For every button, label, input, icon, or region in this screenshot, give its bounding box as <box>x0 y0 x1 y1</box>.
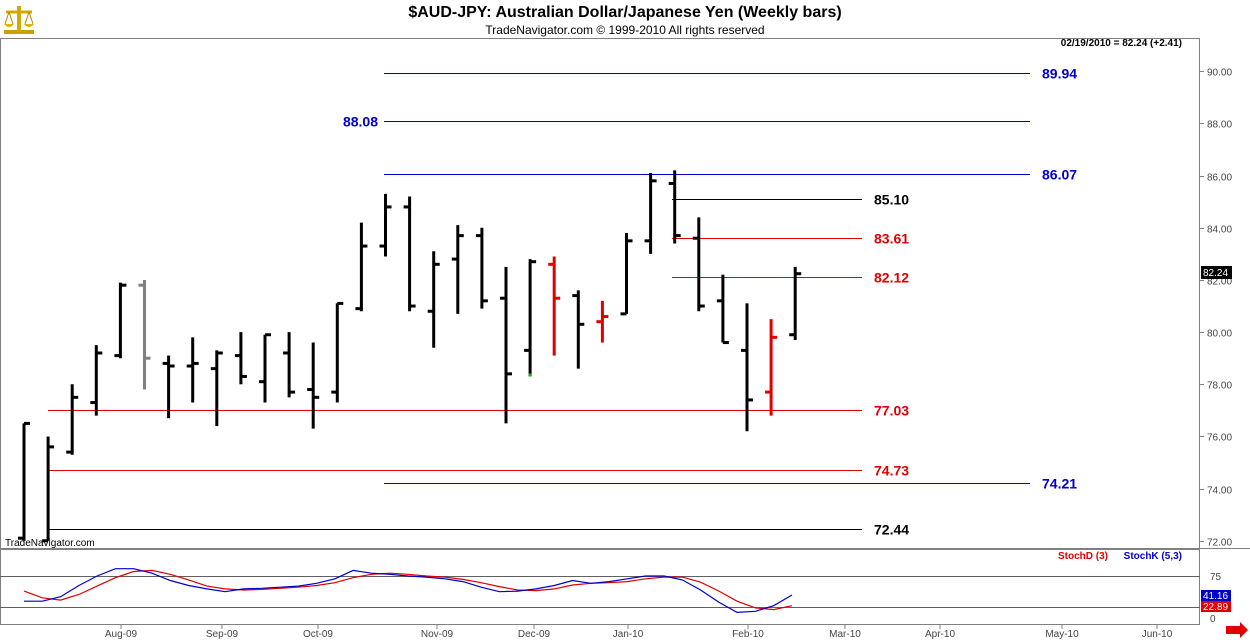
copyright-text: TradeNavigator.com © 1999-2010 All right… <box>485 23 764 37</box>
ohlc-bar <box>379 193 392 257</box>
price-panel-frame <box>0 38 1200 549</box>
y-tick-label: 72.00 <box>1207 538 1232 549</box>
ohlc-bar <box>90 345 103 416</box>
y-tick-label: 82.00 <box>1207 277 1232 288</box>
y-tick-label: 78.00 <box>1207 381 1232 392</box>
x-tick-label: Feb-10 <box>732 629 764 640</box>
ohlc-bar <box>789 266 802 340</box>
ohlc-bar <box>18 421 30 541</box>
ohlc-bars <box>18 170 802 543</box>
ohlc-bar <box>572 290 585 369</box>
ohlc-bar <box>283 332 296 398</box>
ohlc-bar <box>331 301 344 403</box>
ohlc-bar <box>596 300 609 343</box>
y-tick-label: 80.00 <box>1207 329 1232 340</box>
x-tick-label: Apr-10 <box>925 629 955 640</box>
stochK-value: 41.16 <box>1203 591 1228 602</box>
level-label-89-94: 89.94 <box>1042 66 1077 82</box>
ohlc-bar <box>716 274 729 345</box>
ohlc-bar <box>765 319 778 416</box>
stochK-legend: StochK (5,3) <box>1124 551 1182 562</box>
level-label-86-07: 86.07 <box>1042 167 1077 183</box>
ohlc-bar <box>475 227 488 309</box>
stochD-line <box>23 569 793 611</box>
level-label-82-12: 82.12 <box>874 270 909 286</box>
stochK-line <box>24 568 793 614</box>
ohlc-bar <box>741 303 753 432</box>
ohlc-bar <box>451 225 464 314</box>
level-label-88-08: 88.08 <box>343 114 378 130</box>
ohlc-bar <box>234 332 247 385</box>
ohlc-bar <box>427 251 440 348</box>
y-tick-label: 90.00 <box>1207 68 1232 79</box>
ohlc-bar <box>42 436 55 543</box>
level-label-74-73: 74.73 <box>874 463 909 479</box>
x-tick-label: Aug-09 <box>105 629 138 640</box>
stoch-tick-label: 75 <box>1210 572 1222 583</box>
scales-logo-icon <box>4 6 34 34</box>
last-value-label: 82.24 <box>1203 268 1228 279</box>
ohlc-bar <box>307 342 320 429</box>
chart-title: $AUD-JPY: Australian Dollar/Japanese Yen… <box>408 4 841 21</box>
ohlc-bar <box>620 233 633 316</box>
y-tick-label: 88.00 <box>1207 120 1232 131</box>
y-tick-label: 74.00 <box>1207 486 1232 497</box>
x-tick-label: Sep-09 <box>206 629 239 640</box>
x-tick-label: Mar-10 <box>829 629 861 640</box>
stochD-legend: StochD (3) <box>1058 551 1108 562</box>
ohlc-bar <box>162 355 175 419</box>
stoch-tick-label: 0 <box>1210 614 1216 625</box>
x-tick-label: Jun-10 <box>1142 629 1173 640</box>
ohlc-bar <box>138 279 151 390</box>
price-axis: 72.00 74.00 76.00 78.00 80.00 82.00 84.00 86.00… <box>1200 68 1232 549</box>
ohlc-bar <box>500 266 512 424</box>
ohlc-bar <box>355 222 368 312</box>
stochK-value-badge <box>1201 590 1231 601</box>
level-lines: 89.94 88.08 86.07 85.10 83.61 82.12 77.03 74.73… <box>48 66 1077 538</box>
x-tick-label: Jan-10 <box>613 629 644 640</box>
stochastic-panel: 75 0 <box>0 568 1222 625</box>
quote-readout: 02/19/2010 = 82.24 (+2.41) <box>1061 38 1182 49</box>
ohlc-bar <box>403 196 416 312</box>
level-label-74-21: 74.21 <box>1042 476 1077 492</box>
watermark-text: TradeNavigator.com <box>5 538 95 549</box>
y-tick-label: 84.00 <box>1207 225 1232 236</box>
scroll-right-arrow-icon[interactable] <box>1226 622 1248 638</box>
last-value-badge <box>1201 266 1232 279</box>
ohlc-bar <box>66 384 79 455</box>
level-label-77-03: 77.03 <box>874 403 909 419</box>
ohlc-bar <box>524 259 537 377</box>
level-label-83-61: 83.61 <box>874 231 909 247</box>
y-tick-label: 76.00 <box>1207 433 1232 444</box>
level-label-72-44: 72.44 <box>874 522 909 538</box>
time-axis: Aug-09 Sep-09 Oct-09 Nov-09 Dec-09 Jan-10 Feb-… <box>105 625 1173 640</box>
ohlc-bar <box>259 333 271 403</box>
ohlc-bar <box>210 350 223 427</box>
ohlc-bar <box>692 217 705 312</box>
stochastic-panel-frame <box>0 549 1200 625</box>
ohlc-bar <box>668 170 681 244</box>
x-tick-label: May-10 <box>1045 629 1079 640</box>
ohlc-bar <box>114 282 127 359</box>
stochD-value: 22.89 <box>1203 602 1228 613</box>
ohlc-bar <box>186 337 199 403</box>
ohlc-bar <box>644 173 657 254</box>
ohlc-bar <box>548 256 561 356</box>
x-tick-label: Oct-09 <box>303 629 333 640</box>
stochD-value-badge <box>1201 601 1231 612</box>
y-tick-label: 86.00 <box>1207 173 1232 184</box>
x-tick-label: Nov-09 <box>421 629 454 640</box>
level-label-85-10: 85.10 <box>874 192 909 208</box>
x-tick-label: Dec-09 <box>518 629 551 640</box>
